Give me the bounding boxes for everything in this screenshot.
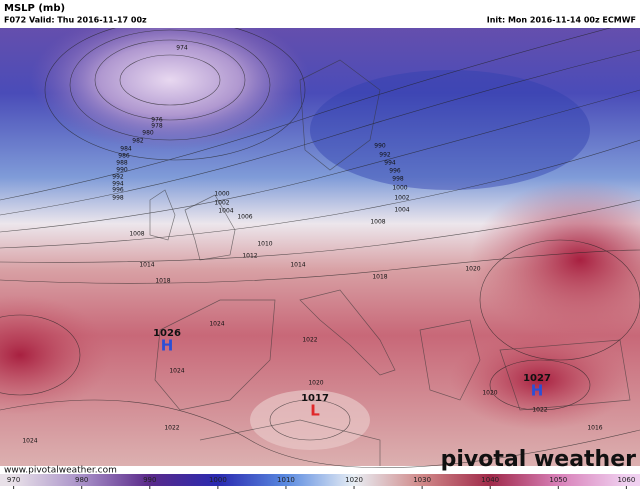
isobar-label: 1004	[394, 207, 409, 214]
colorbar-label: 1020	[345, 476, 363, 484]
isobar-label: 994	[112, 181, 124, 188]
isobar-label: 998	[112, 195, 124, 202]
isobar-label: 1020	[308, 380, 323, 387]
isobar-label: 976	[151, 117, 163, 124]
center-letter: H	[161, 337, 174, 355]
colorbar-label: 1010	[277, 476, 295, 484]
isobar-label: 1012	[242, 253, 257, 260]
isobars	[0, 19, 640, 468]
isobar-label: 994	[384, 160, 396, 167]
isobar-label: 1024	[169, 368, 184, 375]
colorbar-label: 980	[75, 476, 88, 484]
isobar-label: 984	[120, 146, 132, 153]
isobar-label: 1008	[129, 231, 144, 238]
isobar-label: 1018	[155, 278, 170, 285]
center-letter: L	[310, 402, 320, 420]
isobar-label: 980	[142, 130, 154, 137]
site-url: www.pivotalweather.com	[4, 466, 117, 476]
center-letter: H	[531, 382, 544, 400]
isobar-label: 1018	[372, 274, 387, 281]
high-field	[450, 330, 630, 430]
colorbar-label: 1050	[549, 476, 567, 484]
isobar-label: 982	[132, 138, 144, 145]
isobar-label: 1024	[22, 438, 37, 445]
isobar-label: 1008	[370, 219, 385, 226]
isobar-label: 988	[116, 160, 128, 167]
isobar-label: 978	[151, 123, 163, 130]
isobar-label: 1022	[164, 425, 179, 432]
isobar-label: 1002	[394, 195, 409, 202]
isobar-label: 1022	[302, 337, 317, 344]
isobar-label: 990	[116, 167, 128, 174]
isobar-label: 998	[392, 176, 404, 183]
isobar-label: 1020	[465, 266, 480, 273]
isobar-label: 1004	[218, 208, 233, 215]
isobar-label: 1000	[214, 191, 229, 198]
isobar-label: 974	[176, 45, 188, 52]
colorbar-label: 970	[7, 476, 20, 484]
high-field	[0, 295, 110, 415]
center-value: 1017	[301, 393, 329, 404]
isobar-label: 1020	[482, 390, 497, 397]
coastlines	[149, 59, 631, 466]
isobar-label: 1002	[214, 200, 229, 207]
valid-time: F072 Valid: Thu 2016-11-17 00z	[4, 16, 147, 25]
isobar-label: 1024	[209, 321, 224, 328]
isobar-labels: 9749769789809829849869889909929949969989…	[22, 45, 602, 445]
title: MSLP (mb)	[4, 3, 65, 14]
isobar-label: 1000	[392, 185, 407, 192]
low-field	[30, 10, 310, 150]
colorbar-label: 990	[143, 476, 156, 484]
center-value: 1027	[523, 373, 551, 384]
center-value: 1026	[153, 328, 181, 339]
isobar-label: 986	[118, 153, 130, 160]
isobar-label: 992	[112, 174, 124, 181]
init-time: Init: Mon 2016-11-14 00z ECMWF	[487, 16, 636, 25]
low-field	[250, 390, 370, 450]
brand: pivotal weather	[441, 447, 636, 472]
trough-field	[310, 70, 590, 190]
isobar-label: 992	[379, 152, 391, 159]
isobar-label: 990	[374, 143, 386, 150]
isobar-label: 1014	[290, 262, 305, 269]
colorbar	[0, 474, 640, 486]
isobar-label: 996	[112, 187, 124, 194]
colorbar-label: 1000	[209, 476, 227, 484]
colorbar-label: 1040	[481, 476, 499, 484]
isobar-label: 1022	[532, 407, 547, 414]
isobar-label: 996	[389, 168, 401, 175]
header-bar	[0, 0, 640, 28]
colorbar-label: 1030	[413, 476, 431, 484]
high-field	[470, 180, 640, 340]
isobar-label: 1016	[587, 425, 602, 432]
colorbar-label: 1060	[617, 476, 635, 484]
isobar-label: 1014	[139, 262, 154, 269]
isobar-label: 1010	[257, 241, 272, 248]
isobar-label: 1006	[237, 214, 252, 221]
